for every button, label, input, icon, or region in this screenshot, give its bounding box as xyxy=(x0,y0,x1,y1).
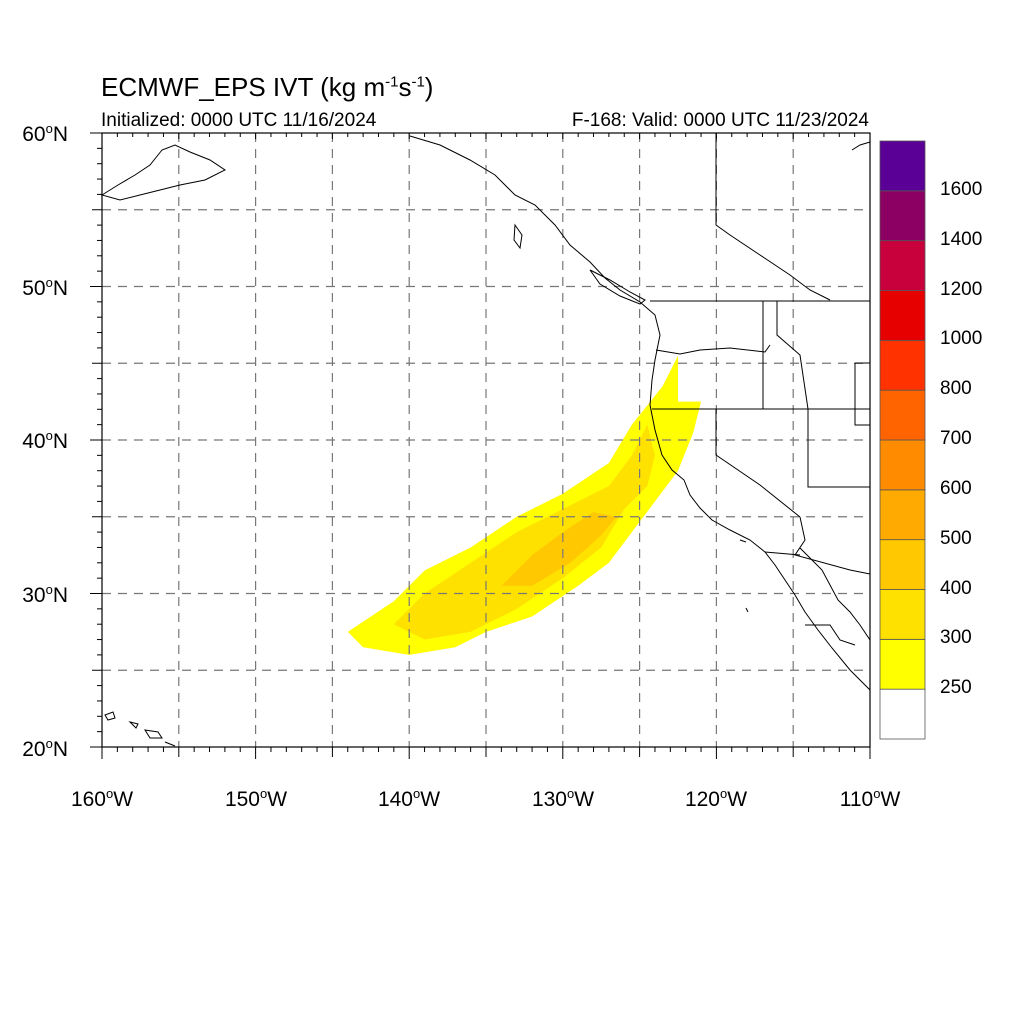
coastline-north-america xyxy=(409,135,871,691)
coastlines-and-borders xyxy=(100,135,871,747)
colorbar-label: 800 xyxy=(940,378,972,400)
hawaii-islands xyxy=(104,711,176,747)
lon-label-150w: 150oW xyxy=(224,786,288,811)
colorbar-label: 250 xyxy=(940,677,972,699)
lat-label-60n: 60oN xyxy=(22,121,68,146)
border-wa-or xyxy=(655,344,771,355)
colorbar-segment xyxy=(879,638,926,690)
border-mexico-states xyxy=(805,624,856,646)
border-ca-nv xyxy=(715,409,801,518)
colorbar-label: 600 xyxy=(940,477,972,499)
colorbar xyxy=(879,140,926,740)
colorbar-segment xyxy=(879,589,926,640)
colorbar-segment xyxy=(879,489,926,541)
lat-label-20n: 20oN xyxy=(22,736,68,761)
colorbar-segment xyxy=(879,439,926,491)
axis-ticks xyxy=(90,132,871,759)
lon-label-140w: 140oW xyxy=(377,786,441,811)
colorbar-segment xyxy=(879,688,926,740)
border-idaho xyxy=(762,301,809,410)
colorbar-segment xyxy=(879,290,926,341)
channel-islands xyxy=(739,539,749,613)
colorbar-label: 500 xyxy=(940,527,972,549)
lon-label-160w: 160oW xyxy=(70,786,134,811)
map-title: ECMWF_EPS IVT (kg m-1s-1) xyxy=(101,72,434,102)
colorbar-label: 700 xyxy=(940,428,972,449)
colorbar-label: 1400 xyxy=(940,228,983,250)
lat-label-40n: 40oN xyxy=(22,428,68,453)
ivt-band-400-500 xyxy=(501,512,617,586)
valid-time: F-168: Valid: 0000 UTC 11/23/2024 xyxy=(571,110,869,131)
ivt-band-300-400 xyxy=(393,424,655,640)
lon-label-120w: 120oW xyxy=(684,786,748,811)
colorbar-segment xyxy=(879,389,926,441)
colorbar-segment xyxy=(879,190,926,242)
colorbar-label: 300 xyxy=(940,627,972,649)
colorbar-label: 400 xyxy=(940,577,972,599)
political-borders xyxy=(650,133,871,646)
lat-label-30n: 30oN xyxy=(22,582,68,607)
lon-label-110w: 110oW xyxy=(839,786,901,811)
colorbar-label: 1000 xyxy=(940,328,983,350)
border-nv-ut-az xyxy=(807,362,870,488)
colorbar-segment xyxy=(879,140,926,192)
colorbar-segment xyxy=(879,339,926,391)
initialized-time: Initialized: 0000 UTC 11/16/2024 xyxy=(101,110,377,131)
lat-label-50n: 50oN xyxy=(22,275,68,300)
ivt-shading-layer xyxy=(347,355,701,655)
border-us-mexico xyxy=(764,551,801,556)
colorbar-segment xyxy=(879,240,926,291)
colorbar-segment xyxy=(879,539,926,590)
colorbar-label: 1600 xyxy=(940,178,983,200)
colorbar-label: 1200 xyxy=(940,278,983,300)
vancouver-island xyxy=(589,269,646,305)
ivt-band-250-300 xyxy=(347,355,701,655)
haida-gwaii xyxy=(513,223,523,250)
lon-label-130w: 130oW xyxy=(531,786,595,811)
coastline-hudson xyxy=(851,141,871,151)
alaska-coast xyxy=(100,144,226,201)
border-alaska-canada xyxy=(715,133,831,301)
